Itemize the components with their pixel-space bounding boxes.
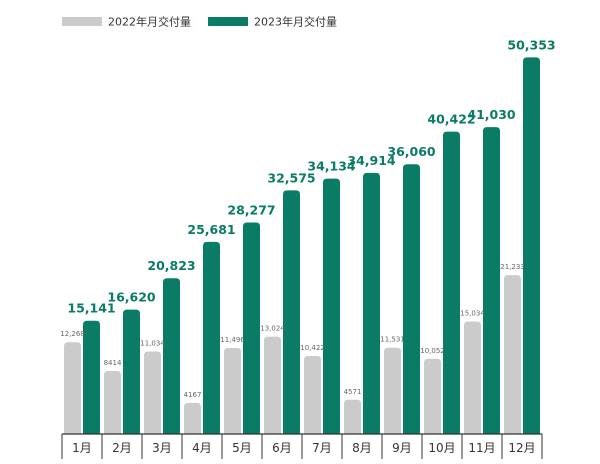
value-label-2022-6: 13,024 xyxy=(260,325,285,333)
bar-2023-1 xyxy=(83,320,100,434)
month-label-3: 3月 xyxy=(152,441,172,455)
bar-2023-4 xyxy=(203,241,220,434)
value-label-2023-7: 34,134 xyxy=(307,159,356,174)
bar-2023-9 xyxy=(403,164,420,434)
bar-2022-3 xyxy=(144,351,161,434)
value-label-2023-6: 32,575 xyxy=(267,170,315,185)
bar-2022-12 xyxy=(504,275,521,434)
value-label-2023-5: 28,277 xyxy=(227,202,275,217)
month-label-9: 9月 xyxy=(392,441,412,455)
bar-2022-4 xyxy=(184,402,201,434)
month-label-6: 6月 xyxy=(272,441,292,455)
bar-2022-11 xyxy=(464,321,481,434)
month-label-8: 8月 xyxy=(352,441,372,455)
value-label-2023-1: 15,141 xyxy=(67,301,115,316)
x-axis: 1月 2月 3月 4月 5月 6月 7月 8月 9月 10月 11月 12月 xyxy=(61,433,543,459)
bar-2023-8 xyxy=(363,172,380,435)
bar-2023-11 xyxy=(483,127,500,435)
value-label-2023-10: 40,422 xyxy=(427,112,475,127)
bar-2023-6 xyxy=(283,190,300,434)
month-label-1: 1月 xyxy=(72,441,92,455)
value-label-2022-10: 10,052 xyxy=(420,347,445,355)
bar-2022-8 xyxy=(344,399,361,434)
value-label-2023-12: 50,353 xyxy=(507,37,555,52)
month-label-5: 5月 xyxy=(232,441,252,455)
legend-item-2023-label: 2023年月交付量 xyxy=(254,15,337,29)
value-label-2023-8: 34,914 xyxy=(347,153,396,168)
month-label-11: 11月 xyxy=(468,441,495,455)
value-labels-group: 12,268 15,141 8414 16,620 11,034 20,823 4167 25… xyxy=(60,37,555,399)
legend-item-2022-swatch xyxy=(62,17,102,26)
legend: 2022年月交付量 2023年月交付量 xyxy=(62,15,337,29)
bar-2022-2 xyxy=(104,371,121,434)
bar-2023-10 xyxy=(443,131,460,434)
value-label-2022-7: 10,422 xyxy=(300,344,325,352)
month-label-10: 10月 xyxy=(428,441,455,455)
value-label-2022-5: 11,496 xyxy=(220,336,245,344)
value-label-2023-11: 41,030 xyxy=(467,107,516,122)
bar-2022-9 xyxy=(384,347,401,434)
bar-2023-7 xyxy=(323,178,340,434)
bar-2022-6 xyxy=(264,336,281,434)
legend-item-2023-swatch xyxy=(208,17,248,26)
value-label-2022-9: 11,531 xyxy=(380,336,405,344)
value-label-2022-3: 11,034 xyxy=(140,339,165,347)
bar-2022-5 xyxy=(224,348,241,434)
value-label-2023-2: 16,620 xyxy=(107,290,156,305)
month-label-2: 2月 xyxy=(112,441,132,455)
bar-2023-2 xyxy=(123,309,140,434)
month-label-7: 7月 xyxy=(312,441,332,455)
value-label-2022-2: 8414 xyxy=(104,359,122,367)
month-label-4: 4月 xyxy=(192,441,212,455)
value-label-2022-12: 21,233 xyxy=(500,263,525,271)
value-label-2022-8: 4571 xyxy=(344,388,362,396)
value-label-2023-3: 20,823 xyxy=(147,258,195,273)
bar-2023-12 xyxy=(523,57,540,434)
value-label-2023-9: 36,060 xyxy=(387,144,436,159)
month-label-12: 12月 xyxy=(508,441,535,455)
bar-2023-3 xyxy=(163,278,180,434)
value-label-2022-1: 12,268 xyxy=(60,330,85,338)
value-label-2023-4: 25,681 xyxy=(187,222,235,237)
value-label-2022-4: 4167 xyxy=(184,391,202,399)
bars-group xyxy=(64,57,540,435)
bar-2022-1 xyxy=(64,342,81,434)
value-label-2022-11: 15,034 xyxy=(460,310,485,318)
bar-2022-10 xyxy=(424,358,441,434)
bar-2022-7 xyxy=(304,356,321,434)
legend-item-2022-label: 2022年月交付量 xyxy=(108,15,191,29)
bar-2023-5 xyxy=(243,222,260,434)
